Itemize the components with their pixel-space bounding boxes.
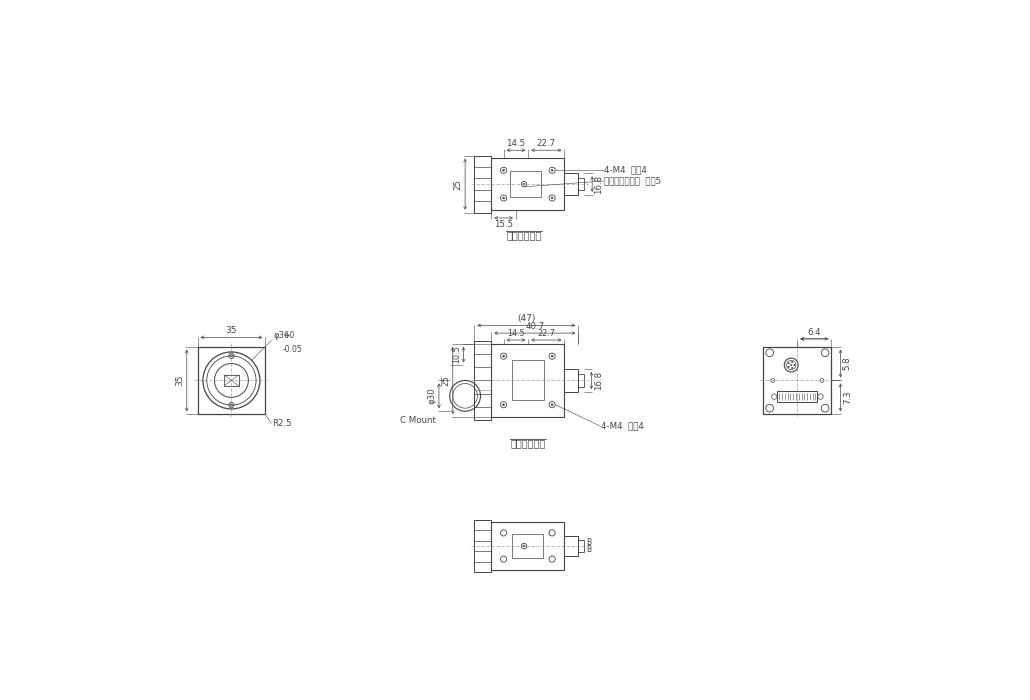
Text: 5.8: 5.8 bbox=[843, 357, 852, 370]
Text: 対面同一形状: 対面同一形状 bbox=[510, 439, 546, 449]
Text: (47): (47) bbox=[517, 314, 536, 323]
Text: φ30: φ30 bbox=[427, 388, 437, 404]
Circle shape bbox=[503, 356, 505, 357]
Circle shape bbox=[551, 356, 553, 357]
Bar bbox=[510, 171, 541, 197]
Bar bbox=[564, 536, 578, 556]
Bar bbox=[198, 346, 266, 414]
Text: R2.5: R2.5 bbox=[272, 419, 291, 428]
Circle shape bbox=[791, 361, 793, 363]
Bar bbox=[763, 346, 831, 414]
Circle shape bbox=[788, 363, 789, 364]
Text: 25: 25 bbox=[454, 178, 462, 190]
Bar bbox=[491, 344, 564, 417]
Text: 14.5: 14.5 bbox=[507, 329, 524, 337]
Text: 4-M4  深さ4: 4-M4 深さ4 bbox=[605, 166, 648, 175]
Bar bbox=[578, 374, 584, 387]
Bar bbox=[224, 374, 239, 386]
Bar bbox=[491, 522, 564, 570]
Circle shape bbox=[788, 366, 789, 368]
Circle shape bbox=[551, 197, 553, 199]
Text: 16.8: 16.8 bbox=[593, 371, 603, 390]
Bar bbox=[513, 535, 543, 557]
Bar bbox=[475, 155, 491, 213]
Bar bbox=[475, 341, 491, 420]
Bar bbox=[475, 520, 491, 572]
Text: C Mount: C Mount bbox=[400, 416, 436, 425]
Circle shape bbox=[551, 404, 553, 405]
Bar bbox=[578, 540, 584, 552]
Circle shape bbox=[791, 368, 793, 369]
Text: 15.5: 15.5 bbox=[494, 220, 513, 230]
Text: カメラ三脚ネジ  深さ5: カメラ三脚ネジ 深さ5 bbox=[605, 176, 661, 186]
Text: φ36: φ36 bbox=[273, 331, 289, 340]
Circle shape bbox=[551, 169, 553, 172]
Text: -0.05: -0.05 bbox=[283, 345, 303, 354]
Text: 22.7: 22.7 bbox=[537, 139, 556, 148]
Text: 対面同一形状: 対面同一形状 bbox=[507, 230, 542, 240]
Text: 22.7: 22.7 bbox=[538, 329, 555, 337]
Circle shape bbox=[503, 404, 505, 405]
Bar bbox=[778, 391, 818, 402]
Text: 4-M4  深さ4: 4-M4 深さ4 bbox=[602, 422, 645, 430]
Text: +0: +0 bbox=[283, 331, 295, 340]
Bar bbox=[491, 158, 564, 210]
Text: 40.7: 40.7 bbox=[525, 322, 545, 331]
Text: 14.5: 14.5 bbox=[507, 139, 525, 148]
Circle shape bbox=[503, 169, 505, 172]
Text: 6.4: 6.4 bbox=[808, 328, 821, 337]
Text: 7.3: 7.3 bbox=[843, 391, 852, 404]
Circle shape bbox=[503, 197, 505, 199]
Bar bbox=[564, 174, 578, 195]
Bar bbox=[564, 369, 578, 392]
Text: B: B bbox=[586, 538, 591, 547]
Text: B: B bbox=[586, 545, 591, 554]
Text: 10.5: 10.5 bbox=[452, 346, 461, 363]
Text: 25: 25 bbox=[442, 375, 450, 386]
Bar bbox=[512, 360, 544, 400]
Bar bbox=[578, 178, 584, 190]
Text: 16.8: 16.8 bbox=[594, 174, 604, 194]
Text: 35: 35 bbox=[226, 326, 237, 335]
Text: 35: 35 bbox=[175, 374, 184, 386]
